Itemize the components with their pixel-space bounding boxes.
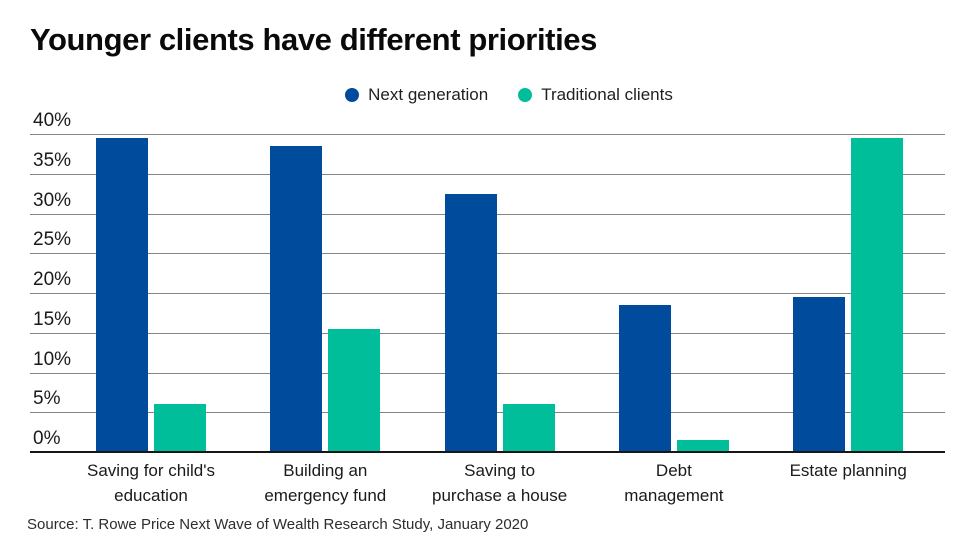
y-tick-label: 35% bbox=[33, 149, 72, 171]
bar-next-generation bbox=[270, 145, 323, 452]
y-tick-label: 0% bbox=[33, 428, 61, 449]
bar-next-generation bbox=[444, 193, 497, 452]
legend: Next generation Traditional clients bbox=[0, 85, 978, 105]
legend-label-traditional-clients: Traditional clients bbox=[541, 85, 673, 104]
category-label: Building an emergency fund bbox=[264, 461, 387, 505]
x-axis-line bbox=[30, 451, 945, 453]
bar-traditional-clients bbox=[851, 137, 904, 452]
legend-dot-next-generation-icon bbox=[345, 88, 360, 102]
bar-traditional-clients bbox=[502, 404, 555, 452]
legend-label-next-generation: Next generation bbox=[368, 85, 489, 104]
legend-item-next-generation: Next generation bbox=[345, 85, 488, 105]
category-label: Estate planning bbox=[789, 461, 907, 480]
source-note: Source: T. Rowe Price Next Wave of Wealt… bbox=[27, 516, 529, 533]
y-tick-label: 15% bbox=[33, 308, 72, 330]
y-tick-label: 30% bbox=[33, 189, 72, 211]
bar-traditional-clients bbox=[328, 328, 381, 452]
category-label: Saving to purchase a house bbox=[432, 461, 568, 505]
y-tick-label: 20% bbox=[33, 269, 72, 290]
y-tick-label: 10% bbox=[33, 348, 72, 370]
category-label: Debt management bbox=[624, 461, 724, 505]
bar-traditional-clients bbox=[154, 404, 206, 452]
gridline bbox=[30, 173, 945, 175]
bar-next-generation bbox=[793, 296, 846, 452]
bar-next-generation bbox=[618, 304, 671, 452]
category-label: Saving for child's education bbox=[87, 461, 215, 505]
legend-item-traditional-clients: Traditional clients bbox=[518, 85, 673, 105]
y-tick-label: 5% bbox=[33, 388, 61, 410]
legend-dot-traditional-clients-icon bbox=[518, 88, 533, 102]
gridline bbox=[30, 134, 945, 135]
bar-traditional-clients bbox=[676, 440, 729, 452]
y-tick-label: 25% bbox=[33, 229, 72, 251]
chart-title: Younger clients have different prioritie… bbox=[30, 22, 597, 57]
bar-next-generation bbox=[96, 137, 148, 452]
legend-items: Next generation Traditional clients bbox=[345, 85, 673, 105]
y-tick-label: 40% bbox=[33, 110, 72, 131]
